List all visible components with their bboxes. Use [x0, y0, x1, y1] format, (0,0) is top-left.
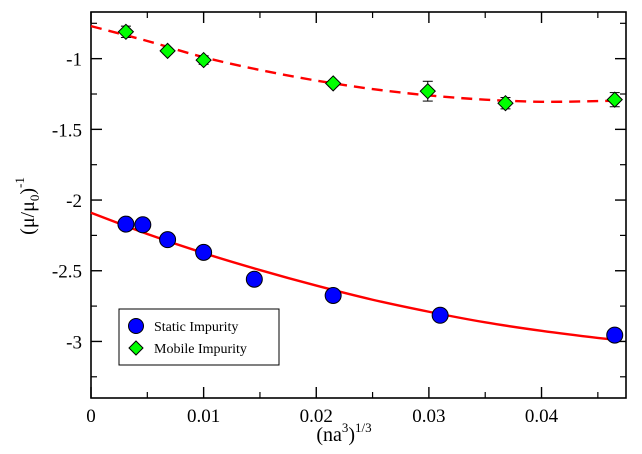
mobile-impurity-point: [195, 51, 212, 69]
x-tick-label: 0.01: [187, 406, 220, 427]
legend: Static Impurity Mobile Impurity: [118, 308, 280, 366]
x-tick-label: 0.04: [525, 406, 559, 427]
fit-curve-series-0: [90, 211, 621, 342]
static-impurity-point: [159, 231, 177, 249]
x-tick-label: 0.02: [300, 406, 333, 427]
static-impurity-point: [324, 286, 342, 304]
y-axis-title-paren: ): [17, 188, 39, 195]
mobile-impurity-point: [419, 82, 436, 100]
x-axis-title-sup2: 1/3: [355, 420, 372, 435]
y-tick-label: -2.5: [52, 262, 82, 283]
static-impurity-point: [431, 306, 449, 324]
y-axis-title-sup: -1: [12, 177, 27, 188]
y-tick-label: -2: [66, 191, 82, 212]
mobile-impurity-point: [497, 94, 514, 112]
x-axis-title: (na3)1/3: [316, 420, 371, 446]
y-tick-label: -1: [66, 50, 82, 71]
mobile-impurity-point: [159, 42, 176, 60]
y-axis-title-main: (μ/μ: [17, 201, 39, 235]
y-tick-label: -1.5: [52, 120, 82, 141]
legend-label-mobile: Mobile Impurity: [154, 342, 247, 357]
legend-label-static: Static Impurity: [154, 320, 238, 335]
mobile-impurity-point: [606, 91, 623, 108]
x-tick-label: 0.03: [412, 406, 445, 427]
static-impurity-point: [245, 270, 263, 288]
static-impurity-point: [134, 216, 152, 234]
y-axis-title: (μ/μ0)-1: [12, 177, 42, 235]
data-markers: [117, 23, 624, 344]
x-axis-title-sup1: 3: [342, 420, 349, 435]
ticks: [90, 12, 626, 398]
plot-frame: [90, 11, 627, 399]
fit-curve-series-1: [90, 24, 621, 104]
legend-marker-static: [128, 318, 144, 334]
y-axis-title-sub: 0: [27, 195, 42, 202]
mobile-impurity-point: [324, 75, 342, 92]
error-bars: [120, 25, 620, 110]
tick-labels: 0 0.01 0.02 0.03 0.04 -1 -1.5 -2 -2.5 -3: [52, 50, 559, 427]
fit-curves: [90, 24, 621, 342]
x-axis-title-main: (na: [316, 424, 342, 446]
x-axis-title-paren: ): [348, 424, 355, 446]
y-tick-label: -3: [66, 332, 82, 353]
legend-box: [118, 308, 280, 366]
static-impurity-point: [606, 326, 624, 344]
x-tick-label: 0: [86, 406, 96, 427]
legend-marker-mobile: [128, 340, 144, 356]
mobile-impurity-point: [117, 23, 135, 41]
static-impurity-point: [117, 215, 135, 233]
static-impurity-point: [195, 243, 213, 261]
